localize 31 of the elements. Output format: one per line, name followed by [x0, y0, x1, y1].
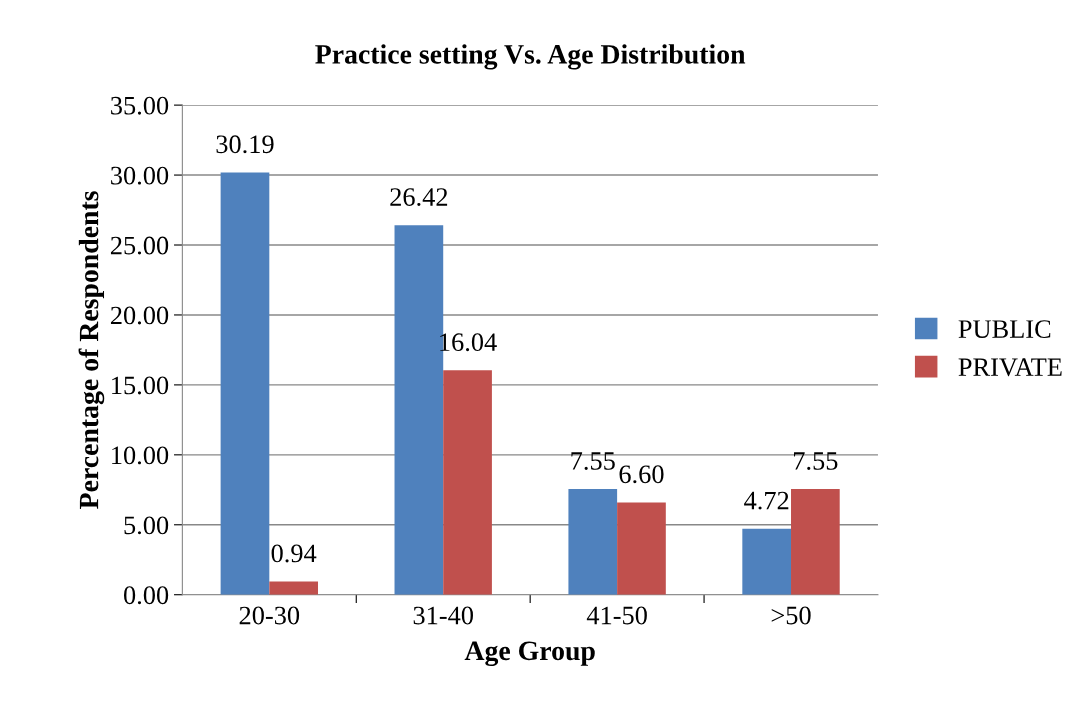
- data-label: 26.42: [390, 188, 448, 207]
- y-tick-label: 20.00: [110, 306, 169, 325]
- data-label: 0.94: [271, 544, 317, 563]
- y-tick-label: 5.00: [124, 516, 169, 535]
- data-label: 7.55: [571, 452, 615, 470]
- x-tick-label: 20-30: [239, 606, 300, 625]
- x-tick-label: >50: [771, 606, 811, 625]
- y-tick-label: 30.00: [111, 166, 169, 185]
- y-tick-label: 15.00: [112, 376, 169, 395]
- bar: [742, 528, 792, 595]
- data-label: 30.19: [216, 135, 274, 154]
- x-tick-label: 41-50: [586, 606, 647, 625]
- chart-title: Practice setting Vs. Age Distribution: [315, 44, 746, 70]
- y-tick-label: 10.00: [112, 446, 169, 465]
- y-axis-title: Percentage of Respondents: [78, 191, 105, 509]
- data-label: 7.55: [794, 452, 838, 470]
- bar: [269, 581, 319, 595]
- x-tick-label: 31-40: [413, 606, 473, 625]
- legend-label: PRIVATE: [958, 358, 1062, 377]
- y-tick-label: 0.00: [124, 586, 169, 605]
- bar: [443, 370, 492, 595]
- bar: [617, 502, 666, 595]
- x-axis-title: Age Group: [464, 641, 595, 667]
- bar: [568, 489, 618, 595]
- y-tick-label: 35.00: [111, 96, 169, 115]
- data-label: 4.72: [744, 491, 789, 510]
- bar: [791, 489, 840, 595]
- data-label: 6.60: [619, 465, 664, 484]
- legend-label: PUBLIC: [958, 320, 1051, 338]
- y-tick-label: 25.00: [110, 236, 169, 255]
- bar: [220, 172, 270, 595]
